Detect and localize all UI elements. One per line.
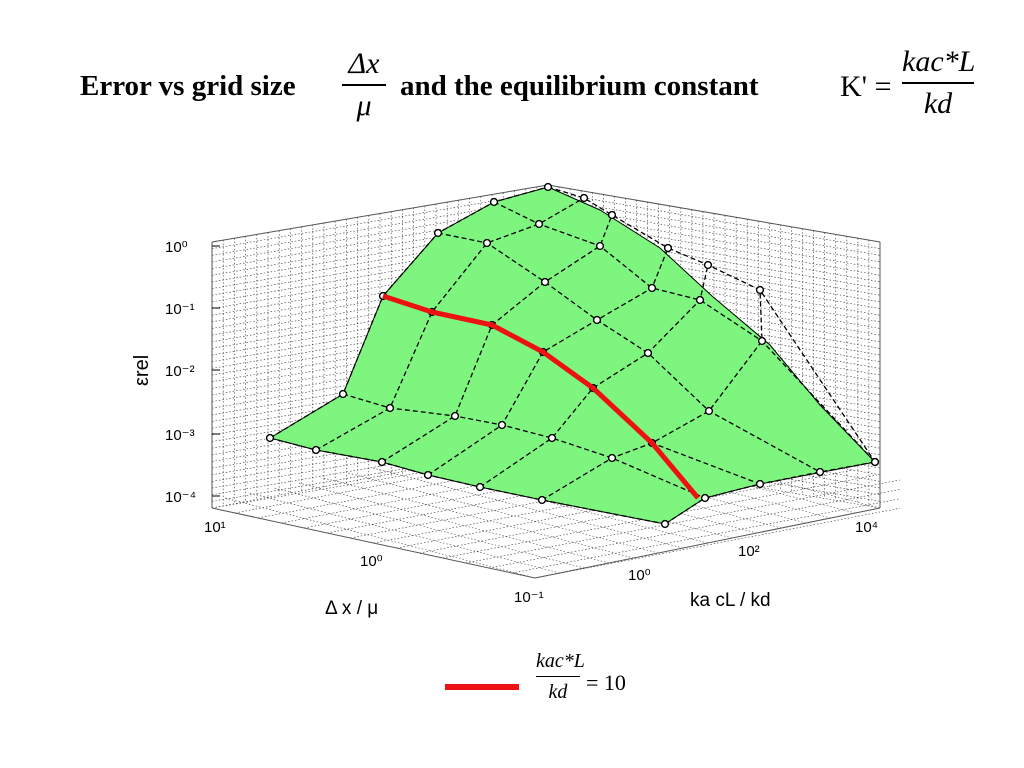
legend: kac*L kd = 10 [440,648,680,728]
floor-gridline [323,477,634,559]
surface-node [547,433,557,443]
title-part2: and the equilibrium constant [400,70,759,102]
surface-node [540,277,550,287]
floor-gridline [274,487,585,569]
surface-node [663,243,673,253]
surface-node [537,495,547,505]
surface-meshline [427,247,669,476]
x-axis-label: Δ x / μ [325,598,378,619]
surface-node [534,219,544,229]
surface-node [450,411,460,421]
kprime-fraction: kac*L kd [902,44,976,122]
floor-gridline [511,498,900,574]
box-edge [211,184,549,243]
surface-node [647,283,657,293]
fraction-bar [902,82,974,84]
fraction-bar [342,84,386,86]
surface-node [755,285,765,295]
surface-node [695,295,705,305]
floor-gridline [348,472,659,554]
surface-meshline [315,197,585,451]
surface-node [385,403,395,413]
legend-line-swatch [445,684,519,690]
y-axis-label: ka cL / kd [690,590,771,611]
surface-node [475,482,485,492]
surface-node [423,470,433,480]
title-part1: Error vs grid size [80,70,296,102]
kprime-numerator: kac*L [902,45,976,78]
y-tick-label: 10² [738,543,760,560]
floor-gridline [534,507,900,579]
z-tick-label: 10⁻² [165,363,195,380]
surface-node [482,238,492,248]
surface-node [607,453,617,463]
surface-node [497,420,507,430]
fraction-bar [536,676,580,677]
surface-node [543,182,553,192]
surface-node [704,406,714,416]
surface-node [643,348,653,358]
box-edge [211,507,536,579]
z-tick-label: 10⁻¹ [165,301,195,318]
x-tick-label: 10⁻¹ [514,589,544,606]
surface-node [592,315,602,325]
surface-patch [268,186,877,525]
y-tick-label: 10⁴ [855,519,878,536]
highlight-series-line [382,293,700,500]
surface-node [607,210,617,220]
surface-node [870,457,880,467]
surface-meshline [479,264,709,488]
slide-title: Error vs grid size Δx μ and the equilibr… [0,40,1024,140]
box-edge [547,184,881,243]
legend-fraction: kac*L kd [536,648,585,705]
box-edge [534,507,881,579]
surface-node [265,433,275,443]
floor-gridline [488,489,900,569]
floor-gridline [298,482,610,564]
surface-node [595,241,605,251]
floor-gridline [372,467,683,549]
legend-equation-value: = 10 [586,670,626,695]
surface-node [377,457,387,467]
z-axis-label: εrel [131,355,153,386]
kprime-lhs: K' = [840,70,892,103]
surface-node [757,336,767,346]
legend-numerator: kac*L [536,650,585,672]
floor-gridline [224,497,536,579]
legend-denominator: kd [548,681,568,703]
surface-meshline [269,186,549,439]
surface-chart: 10⁰ 10⁻¹ 10⁻² 10⁻³ 10⁻⁴ εrel 10¹ 10⁰ 10⁻¹ Δ x / μ… [120,170,900,630]
title-fraction-dx-mu: Δx μ [342,46,386,124]
surface-meshline [381,214,613,463]
surface-node [755,479,765,489]
surface-node [703,260,713,270]
z-tick-label: 10⁰ [165,239,188,256]
surface-node [700,493,710,503]
surface-node [579,193,589,203]
floor-gridline [465,479,900,564]
surface-plot-svg: 10⁰ 10⁻¹ 10⁻² 10⁻³ 10⁻⁴ εrel 10¹ 10⁰ 10⁻¹ Δ x / μ… [131,182,900,619]
surface-node [338,389,348,399]
kprime-denominator: kd [923,86,953,120]
fraction-numerator: Δx [348,47,380,80]
surface-node [660,519,670,529]
surface-meshline [541,289,763,501]
z-tick-label: 10⁻³ [165,427,195,444]
surface-node [815,467,825,477]
x-tick-label: 10⁰ [360,553,383,570]
y-tick-label: 10⁰ [628,567,651,584]
surface-node [433,228,443,238]
surface-node [489,197,499,207]
x-tick-label: 10¹ [204,519,226,536]
z-tick-label: 10⁻⁴ [165,489,196,506]
fraction-denominator: μ [356,88,372,122]
floor-gridline [249,492,560,574]
surface-node [311,445,321,455]
